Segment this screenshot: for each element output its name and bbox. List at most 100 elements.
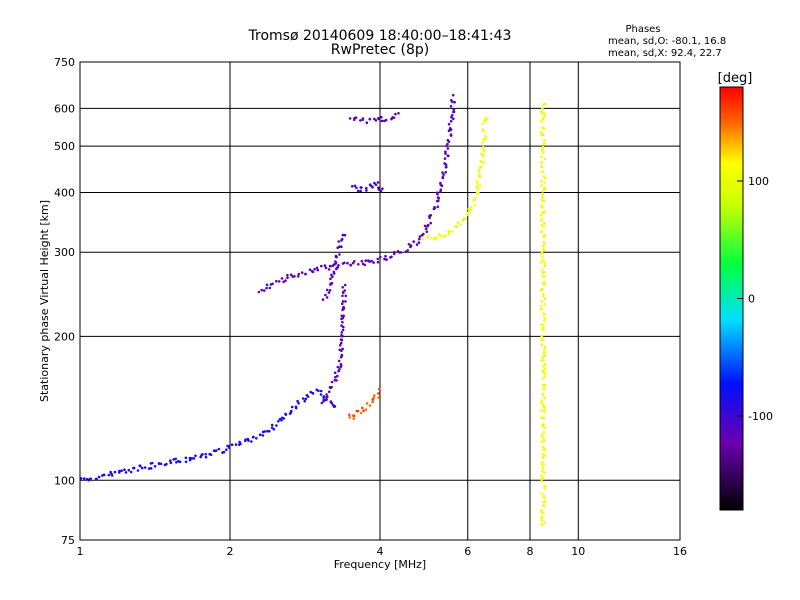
data-point bbox=[543, 157, 547, 161]
data-point bbox=[480, 165, 483, 169]
data-point bbox=[445, 165, 448, 169]
data-point bbox=[257, 290, 261, 294]
data-point bbox=[441, 171, 444, 174]
data-point bbox=[542, 448, 546, 451]
data-point bbox=[316, 268, 320, 272]
data-point bbox=[443, 234, 447, 237]
data-point bbox=[542, 403, 545, 407]
data-point bbox=[334, 375, 337, 379]
data-point bbox=[542, 358, 545, 362]
data-point bbox=[481, 122, 485, 125]
data-point bbox=[315, 266, 319, 270]
data-point bbox=[540, 519, 544, 522]
data-point bbox=[297, 402, 300, 405]
data-point bbox=[426, 234, 430, 238]
data-point bbox=[337, 240, 341, 243]
data-point bbox=[479, 160, 483, 163]
data-point bbox=[338, 368, 341, 371]
data-point bbox=[324, 293, 327, 297]
data-point bbox=[222, 450, 226, 454]
data-point bbox=[323, 264, 327, 267]
data-point bbox=[336, 266, 340, 269]
data-point bbox=[200, 454, 203, 457]
data-point bbox=[540, 515, 544, 518]
data-point bbox=[188, 458, 192, 462]
data-point bbox=[204, 452, 207, 456]
data-point bbox=[540, 408, 543, 412]
data-point bbox=[341, 328, 345, 332]
data-point bbox=[449, 133, 453, 136]
y-tick-label: 75 bbox=[61, 534, 75, 547]
data-point bbox=[330, 282, 334, 285]
data-point bbox=[338, 253, 341, 256]
data-point bbox=[361, 406, 364, 410]
data-point bbox=[175, 461, 178, 464]
data-point bbox=[244, 438, 247, 442]
data-point bbox=[481, 141, 485, 144]
data-point bbox=[452, 108, 456, 111]
data-point bbox=[282, 417, 286, 420]
data-point bbox=[541, 193, 544, 197]
data-point bbox=[542, 370, 545, 373]
data-point bbox=[334, 260, 337, 263]
data-point bbox=[543, 102, 547, 106]
data-point bbox=[215, 449, 218, 452]
data-point bbox=[540, 460, 544, 464]
data-point bbox=[362, 409, 365, 413]
data-point bbox=[541, 469, 544, 473]
data-point bbox=[348, 413, 351, 417]
data-point bbox=[238, 440, 241, 444]
data-point bbox=[325, 296, 329, 299]
data-point bbox=[417, 241, 421, 244]
data-point bbox=[317, 389, 320, 393]
data-point bbox=[540, 110, 544, 113]
data-point bbox=[361, 117, 365, 120]
y-tick-label: 400 bbox=[54, 186, 75, 199]
data-point bbox=[539, 359, 543, 362]
data-point bbox=[336, 365, 340, 369]
data-point bbox=[192, 457, 196, 460]
data-point bbox=[368, 260, 371, 263]
data-point bbox=[543, 303, 547, 306]
data-point bbox=[543, 347, 546, 351]
data-point bbox=[339, 341, 343, 345]
data-point bbox=[373, 394, 376, 397]
data-point bbox=[136, 469, 140, 472]
data-point bbox=[542, 437, 545, 441]
data-point bbox=[446, 139, 450, 142]
data-point bbox=[271, 282, 274, 286]
colorbar-ticks: -100 0 100 bbox=[737, 175, 773, 423]
data-point bbox=[282, 280, 285, 284]
data-point bbox=[477, 174, 480, 178]
data-point bbox=[421, 237, 425, 241]
data-point bbox=[363, 263, 367, 267]
data-point bbox=[270, 426, 274, 430]
data-point bbox=[149, 467, 153, 470]
data-point bbox=[365, 121, 369, 124]
data-point bbox=[344, 300, 347, 303]
data-point bbox=[97, 475, 101, 479]
data-point bbox=[321, 298, 325, 301]
data-point bbox=[437, 197, 441, 200]
stats-line-x: mean, sd,X: 92.4, 22.7 bbox=[608, 48, 722, 59]
data-point bbox=[341, 335, 344, 338]
data-point bbox=[542, 430, 546, 434]
data-point bbox=[539, 214, 543, 217]
data-point bbox=[423, 224, 427, 228]
data-point bbox=[178, 460, 182, 464]
data-point bbox=[258, 433, 262, 437]
data-point bbox=[429, 221, 433, 225]
data-point bbox=[319, 393, 323, 396]
data-point bbox=[436, 193, 439, 196]
data-point bbox=[542, 235, 546, 238]
data-point bbox=[543, 500, 546, 503]
data-point bbox=[247, 439, 250, 442]
data-point bbox=[343, 283, 347, 287]
data-point bbox=[353, 184, 357, 188]
data-point bbox=[379, 189, 383, 193]
data-point bbox=[342, 325, 345, 329]
data-point bbox=[540, 401, 543, 405]
data-point bbox=[453, 100, 456, 104]
data-point bbox=[169, 461, 173, 465]
data-point bbox=[540, 416, 543, 419]
